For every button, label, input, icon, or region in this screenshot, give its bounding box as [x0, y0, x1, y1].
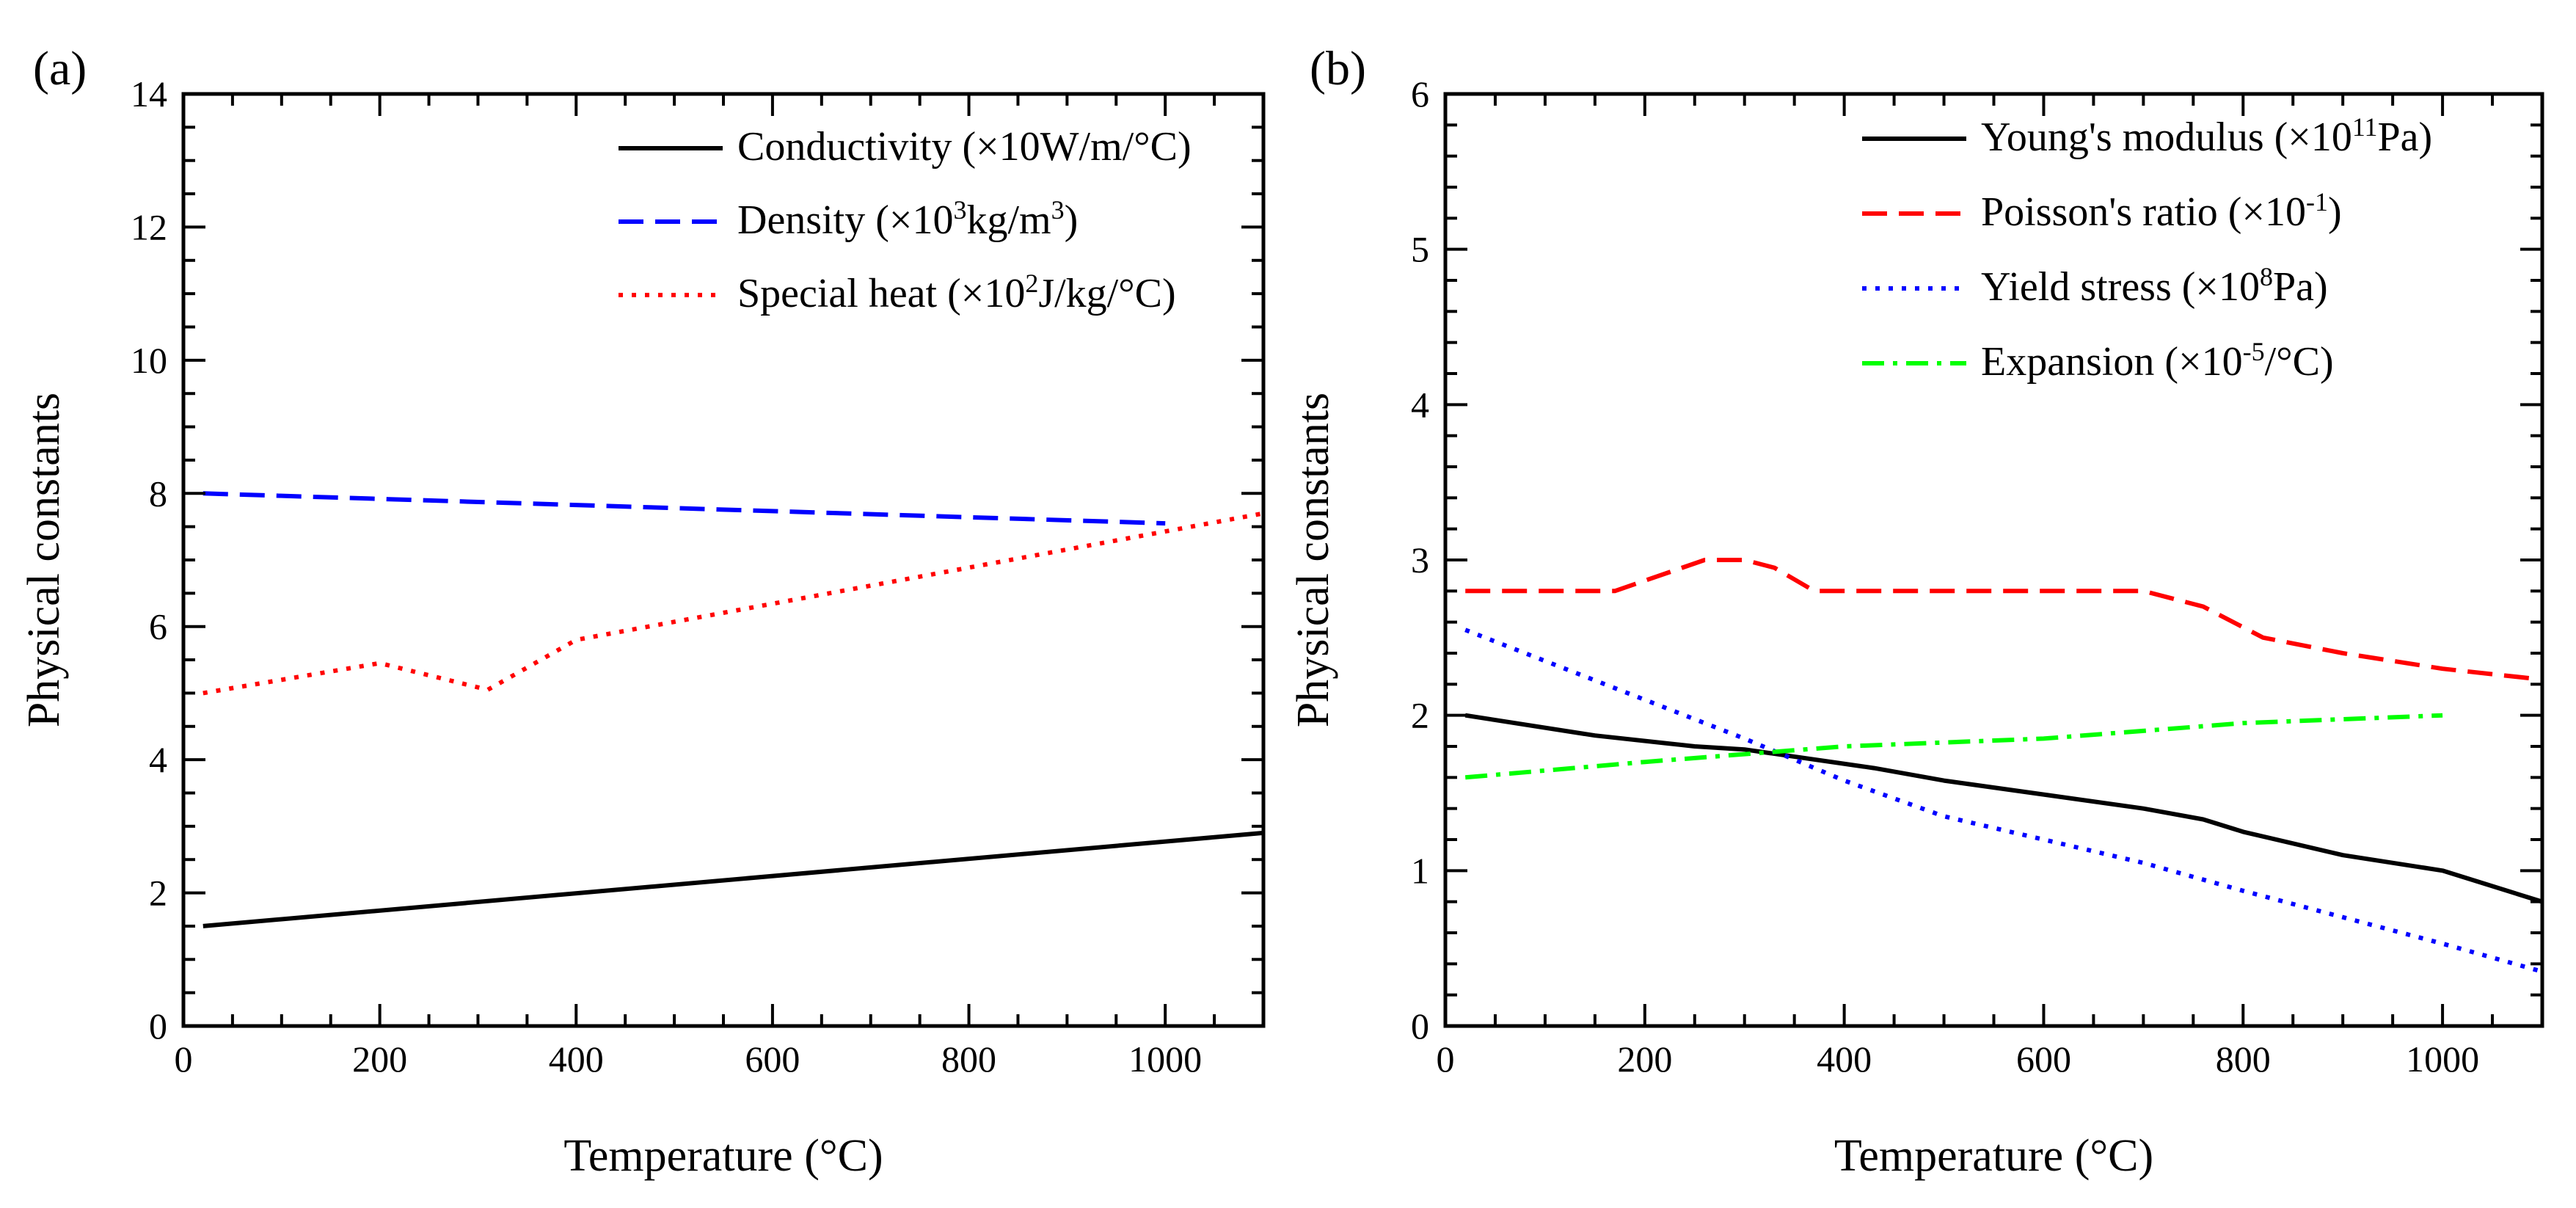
- legend-text-pre: Density (×10: [737, 197, 953, 243]
- legend-text-pre: Conductivity (×10W/m/°C): [737, 124, 1192, 170]
- legend-label-b-2: Yield stress (×108Pa): [1981, 262, 2328, 310]
- series-line-a-2: [202, 511, 1263, 696]
- series-line-b-3: [1464, 713, 2443, 780]
- y-tick-label: 6: [149, 606, 167, 647]
- series-lines: [1464, 558, 2542, 974]
- y-tick-label: 5: [1411, 229, 1429, 270]
- series-line-b-2: [1464, 627, 2542, 974]
- series-lines: [202, 491, 1263, 928]
- legend-label-b-1: Poisson's ratio (×10-1): [1981, 187, 2342, 235]
- legend-text-mid: Pa): [2273, 264, 2328, 310]
- chart-a: 0 200 400 600 800 1000 0 2 4 6 8 10 12 14 Temperature …: [19, 42, 1266, 1181]
- legend-text-sup1: -5: [2243, 337, 2265, 366]
- legend-text-sup1: 11: [2352, 112, 2378, 142]
- series-line-b-0: [1464, 713, 2542, 904]
- y-tick-label: 1: [1411, 850, 1429, 891]
- y-tick-label: 4: [149, 739, 167, 780]
- y-tick-label: 2: [1411, 695, 1429, 736]
- legend-text-pre: Special heat (×10: [737, 271, 1025, 316]
- legend-text-pre: Young's modulus (×10: [1981, 114, 2352, 160]
- legend-text-post: ): [1065, 197, 1079, 243]
- legend-label-b-3: Expansion (×10-5/°C): [1981, 337, 2334, 385]
- panel-label: (b): [1310, 42, 1366, 95]
- y-axis-title: Physical constants: [1288, 393, 1338, 727]
- x-tick-label: 400: [1817, 1038, 1872, 1080]
- legend-text-sup1: -1: [2306, 187, 2328, 217]
- legend-label-a-0: Conductivity (×10W/m/°C): [737, 124, 1192, 170]
- series-line-b-1: [1465, 558, 2542, 682]
- legend-text-pre: Poisson's ratio (×10: [1981, 189, 2306, 235]
- plot-frame: [181, 92, 1266, 1028]
- legend-text-mid: ): [2328, 189, 2342, 235]
- legend-label-b-0: Young's modulus (×1011Pa): [1981, 112, 2432, 160]
- y-tick-label: 2: [149, 873, 167, 914]
- x-tick-label: 800: [941, 1038, 996, 1080]
- x-tick-label: 1000: [2406, 1038, 2479, 1080]
- y-tick-label: 3: [1411, 539, 1429, 581]
- chart-b: 0 200 400 600 800 1000 0 1 2 3 4 5 6 Temperature (°C)…: [1288, 42, 2544, 1181]
- legend-text-mid: kg/m: [966, 197, 1051, 243]
- y-tick-label: 14: [131, 73, 167, 114]
- y-tick-label: 8: [149, 473, 167, 514]
- y-tick-label: 0: [1411, 1005, 1429, 1047]
- x-axis-title: Temperature (°C): [1834, 1131, 2153, 1181]
- legend-text-pre: Yield stress (×10: [1981, 264, 2260, 310]
- y-tick-label: 6: [1411, 73, 1429, 114]
- x-tick-label: 200: [1617, 1038, 1672, 1080]
- x-tick-label: 0: [1437, 1038, 1455, 1080]
- y-tick-label: 0: [149, 1005, 167, 1047]
- y-axis-title: Physical constants: [19, 393, 69, 727]
- legend-text-sup1: 3: [953, 195, 966, 225]
- legend-text-mid: Pa): [2378, 114, 2433, 160]
- legend-text-mid: /°C): [2265, 339, 2334, 385]
- legend-text-mid: J/kg/°C): [1038, 271, 1175, 316]
- x-tick-label: 600: [745, 1038, 800, 1080]
- x-tick-label: 1000: [1128, 1038, 1202, 1080]
- legend-text-sup2: 3: [1051, 195, 1065, 225]
- y-tick-label: 12: [131, 206, 167, 247]
- legend: Conductivity (×10W/m/°C)Density (×103kg/…: [619, 124, 1192, 316]
- x-tick-label: 200: [352, 1038, 407, 1080]
- legend-text-pre: Expansion (×10: [1981, 339, 2243, 385]
- x-tick-label: 600: [2016, 1038, 2071, 1080]
- series-line-a-0: [202, 830, 1263, 928]
- legend-text-sup1: 2: [1025, 269, 1038, 298]
- legend-text-sup1: 8: [2260, 262, 2273, 291]
- x-axis-title: Temperature (°C): [563, 1131, 883, 1181]
- series-line-a-1: [202, 491, 1166, 526]
- x-tick-label: 400: [549, 1038, 604, 1080]
- legend-label-a-2: Special heat (×102J/kg/°C): [737, 269, 1176, 316]
- y-tick-label: 4: [1411, 384, 1429, 425]
- x-tick-label: 800: [2216, 1038, 2271, 1080]
- y-tick-label: 10: [131, 340, 167, 381]
- panel-label: (a): [33, 42, 87, 95]
- legend: Young's modulus (×1011Pa)Poisson's ratio…: [1862, 112, 2432, 385]
- x-tick-label: 0: [175, 1038, 193, 1080]
- legend-label-a-1: Density (×103kg/m3): [737, 195, 1078, 243]
